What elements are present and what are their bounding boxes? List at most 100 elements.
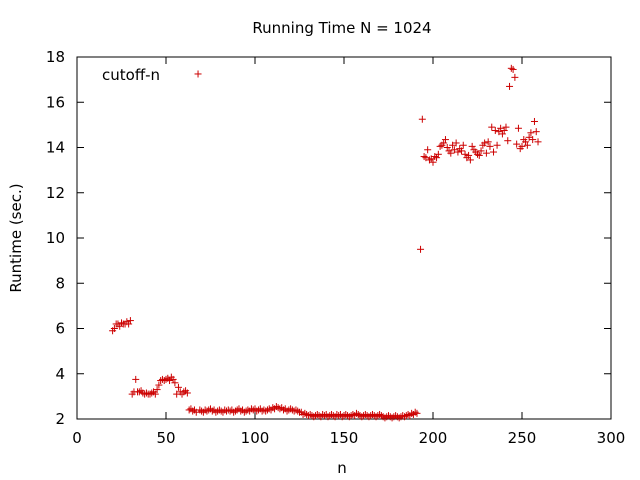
data-point bbox=[148, 389, 156, 397]
data-point bbox=[388, 414, 396, 422]
data-point bbox=[433, 154, 441, 162]
data-point bbox=[454, 148, 462, 156]
data-point bbox=[481, 139, 489, 147]
data-point bbox=[372, 413, 380, 421]
data-point bbox=[491, 127, 499, 135]
data-point bbox=[352, 409, 360, 417]
data-point bbox=[493, 141, 501, 149]
data-point bbox=[132, 375, 140, 383]
data-point bbox=[498, 130, 506, 138]
data-point bbox=[417, 245, 425, 253]
data-point bbox=[422, 154, 430, 162]
data-point bbox=[534, 138, 542, 146]
data-point bbox=[486, 142, 494, 150]
data-point bbox=[424, 146, 432, 154]
data-point bbox=[358, 413, 366, 421]
x-tick-label: 300 bbox=[597, 429, 626, 447]
data-point bbox=[420, 153, 428, 161]
data-point bbox=[155, 381, 163, 389]
data-point bbox=[183, 389, 191, 397]
data-point bbox=[461, 150, 469, 158]
x-axis: 0 50 100 150 200 250 300 bbox=[72, 57, 625, 447]
data-point bbox=[513, 140, 521, 148]
plot-frame bbox=[76, 56, 612, 420]
x-tick-label: 0 bbox=[72, 429, 82, 447]
data-point bbox=[502, 123, 510, 131]
x-axis-label: n bbox=[337, 459, 347, 477]
data-point bbox=[294, 407, 302, 415]
data-point bbox=[361, 410, 369, 418]
data-point bbox=[306, 410, 314, 418]
data-point bbox=[441, 136, 449, 144]
data-point bbox=[287, 405, 295, 413]
y-tick-label: 18 bbox=[46, 48, 65, 66]
data-point bbox=[126, 317, 134, 325]
data-point bbox=[434, 150, 442, 158]
data-point bbox=[301, 409, 309, 417]
data-point bbox=[310, 413, 318, 421]
data-point bbox=[482, 149, 490, 157]
data-point bbox=[474, 150, 481, 158]
y-axis: 2 4 6 8 10 12 14 16 18 bbox=[46, 48, 611, 428]
data-point bbox=[447, 149, 455, 157]
data-point bbox=[151, 390, 159, 398]
data-point bbox=[490, 148, 498, 156]
data-point bbox=[477, 147, 485, 155]
chart-title: Running Time N = 1024 bbox=[252, 19, 431, 37]
data-point bbox=[527, 129, 535, 137]
data-point bbox=[431, 153, 439, 161]
data-point bbox=[212, 408, 220, 416]
data-point bbox=[425, 156, 433, 164]
data-points bbox=[109, 64, 542, 422]
legend-label-cutoff-n: cutoff-n bbox=[102, 66, 160, 84]
data-point bbox=[523, 141, 531, 149]
data-point bbox=[338, 413, 346, 421]
data-point bbox=[449, 141, 457, 149]
y-tick-label: 4 bbox=[55, 365, 65, 383]
data-point bbox=[135, 388, 143, 396]
y-axis-label: Runtime (sec.) bbox=[7, 183, 25, 292]
y-tick-label: 6 bbox=[55, 320, 65, 338]
data-point bbox=[262, 407, 270, 415]
data-point bbox=[162, 375, 170, 383]
data-point bbox=[189, 407, 197, 415]
data-point bbox=[365, 413, 373, 421]
data-point bbox=[509, 65, 517, 73]
data-point bbox=[240, 408, 248, 416]
data-point bbox=[465, 151, 473, 159]
y-tick-label: 2 bbox=[55, 410, 65, 428]
data-point bbox=[381, 414, 389, 422]
y-tick-label: 8 bbox=[55, 274, 65, 292]
data-point bbox=[413, 409, 421, 417]
data-point bbox=[506, 82, 514, 90]
data-point bbox=[488, 123, 496, 131]
data-point bbox=[429, 158, 437, 166]
x-tick-label: 200 bbox=[419, 429, 448, 447]
data-point bbox=[525, 133, 533, 141]
data-point bbox=[459, 141, 467, 149]
data-point bbox=[118, 319, 125, 327]
data-point bbox=[418, 115, 426, 123]
data-point bbox=[392, 412, 400, 420]
data-point bbox=[116, 322, 124, 330]
data-point bbox=[530, 117, 538, 125]
data-point bbox=[395, 414, 403, 422]
data-point bbox=[283, 407, 291, 415]
data-point bbox=[427, 155, 435, 163]
data-point bbox=[385, 412, 392, 420]
data-point bbox=[468, 142, 476, 150]
data-point bbox=[153, 386, 161, 394]
data-point bbox=[443, 144, 451, 151]
data-point bbox=[507, 64, 515, 72]
data-point bbox=[511, 73, 519, 81]
x-tick-label: 250 bbox=[508, 429, 537, 447]
data-point bbox=[345, 413, 353, 421]
data-point bbox=[514, 124, 522, 132]
data-point bbox=[518, 142, 526, 150]
data-point bbox=[401, 413, 409, 421]
data-point bbox=[440, 139, 448, 147]
data-point bbox=[192, 408, 200, 416]
data-point bbox=[169, 375, 177, 383]
data-point bbox=[495, 128, 503, 136]
